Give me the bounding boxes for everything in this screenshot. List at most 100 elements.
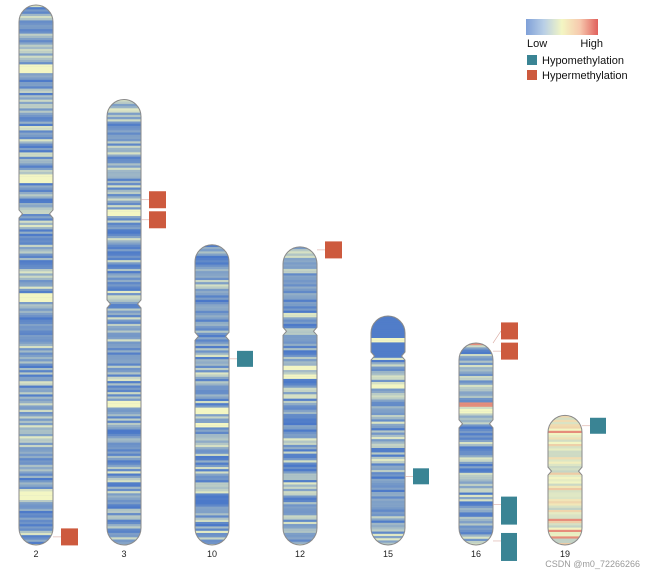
band <box>19 220 53 223</box>
band <box>107 128 141 131</box>
band <box>107 308 141 311</box>
band <box>459 536 493 539</box>
band <box>371 536 405 539</box>
band <box>195 456 229 459</box>
colorbar-high-label: High <box>580 38 603 50</box>
band <box>371 327 405 330</box>
band <box>548 457 582 460</box>
band <box>19 324 53 327</box>
band <box>19 436 53 439</box>
band <box>195 458 229 461</box>
band <box>459 494 493 498</box>
band <box>19 396 53 399</box>
band <box>107 315 141 318</box>
band <box>107 163 141 166</box>
band <box>107 455 141 459</box>
band <box>19 508 53 512</box>
band <box>371 516 405 519</box>
band <box>459 497 493 500</box>
band <box>195 308 229 311</box>
band <box>19 154 53 157</box>
band <box>195 431 229 435</box>
band <box>459 472 493 476</box>
band <box>19 420 53 424</box>
band <box>283 326 317 329</box>
band <box>371 423 405 427</box>
band <box>548 452 582 456</box>
band <box>283 541 317 545</box>
band <box>195 515 229 518</box>
band <box>19 460 53 463</box>
band <box>107 125 141 129</box>
band <box>107 220 141 223</box>
band <box>107 495 141 498</box>
band <box>459 519 493 522</box>
chromosome-layer: 2 3 10 12 15 16 19 <box>18 4 606 561</box>
band <box>283 504 317 507</box>
band <box>107 488 141 492</box>
band <box>107 416 141 419</box>
band <box>107 541 141 545</box>
band <box>283 301 317 305</box>
band <box>459 384 493 388</box>
band <box>19 431 53 435</box>
band <box>548 538 582 541</box>
chromosome-16-bands <box>459 343 493 545</box>
band <box>195 264 229 267</box>
colorbar-low-label: Low <box>527 38 547 50</box>
band <box>283 460 317 463</box>
band <box>19 46 53 50</box>
band <box>19 22 53 25</box>
band <box>195 519 229 523</box>
band <box>371 492 405 495</box>
band <box>19 211 53 215</box>
band <box>107 301 141 305</box>
band <box>107 253 141 256</box>
band <box>283 317 317 320</box>
band <box>283 387 317 391</box>
band <box>195 350 229 353</box>
band <box>195 304 229 307</box>
band <box>459 376 493 379</box>
band <box>19 401 53 404</box>
band <box>283 271 317 274</box>
band <box>195 429 229 432</box>
band <box>107 172 141 175</box>
band <box>195 528 229 531</box>
band <box>19 79 53 83</box>
band <box>195 346 229 349</box>
band <box>19 304 53 307</box>
band <box>19 398 53 402</box>
band <box>107 321 141 325</box>
band <box>107 403 141 406</box>
band <box>283 312 317 316</box>
band <box>107 444 141 448</box>
band <box>107 257 141 261</box>
band <box>107 491 141 494</box>
band <box>107 508 141 512</box>
chromosome-3-outline <box>106 99 142 546</box>
band <box>459 358 493 361</box>
band <box>548 507 582 511</box>
band <box>19 242 53 245</box>
hypomethylation-marker <box>590 417 606 434</box>
band <box>371 430 405 433</box>
chromosome-12-outline <box>282 246 318 546</box>
band <box>19 524 53 527</box>
band <box>107 134 141 138</box>
band <box>107 277 141 281</box>
band <box>283 249 317 252</box>
band <box>19 57 53 61</box>
band <box>107 477 141 481</box>
band <box>195 436 229 439</box>
band <box>107 475 141 479</box>
band <box>19 269 53 272</box>
band <box>548 521 582 524</box>
band <box>371 489 405 493</box>
band <box>459 398 493 401</box>
band <box>19 442 53 446</box>
band <box>371 419 405 422</box>
band <box>19 108 53 111</box>
band <box>283 420 317 424</box>
band <box>107 332 141 336</box>
